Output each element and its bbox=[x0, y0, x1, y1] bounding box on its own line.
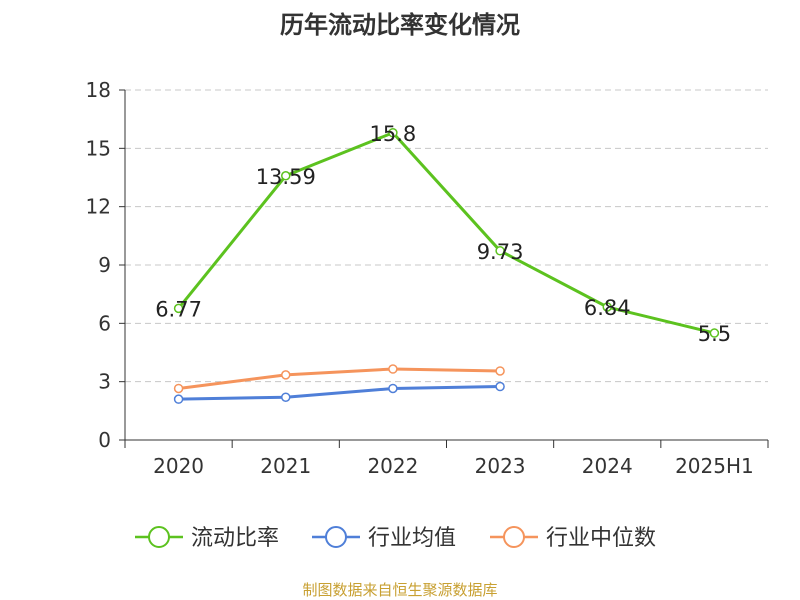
data-point bbox=[173, 303, 184, 314]
y-tick-label: 6 bbox=[98, 311, 111, 335]
series-group bbox=[173, 128, 720, 404]
data-point bbox=[281, 392, 291, 402]
data-point bbox=[495, 381, 505, 392]
series-line-2 bbox=[178, 367, 501, 390]
series-line-0 bbox=[177, 131, 715, 335]
data-point bbox=[388, 128, 398, 138]
data-label: 6.77 bbox=[155, 297, 202, 321]
data-label: 5.5 bbox=[698, 322, 731, 346]
legend: 流动比率 行业均值 行业中位数 bbox=[135, 526, 656, 551]
data-point bbox=[495, 366, 505, 376]
gridlines bbox=[125, 89, 768, 383]
x-tick-label: 2023 bbox=[475, 454, 526, 478]
legend-label: 行业均值 bbox=[368, 526, 456, 551]
data-point bbox=[388, 383, 398, 394]
y-tick-label: 0 bbox=[98, 428, 111, 452]
chart-title: 历年流动比率变化情况 bbox=[280, 11, 520, 39]
data-label: 13.59 bbox=[256, 165, 316, 189]
x-tick-label: 2025H1 bbox=[675, 454, 754, 478]
data-label: 15.8 bbox=[370, 122, 417, 146]
legend-marker bbox=[325, 526, 347, 548]
data-point bbox=[281, 171, 291, 181]
x-tick-label: 2024 bbox=[582, 454, 633, 478]
data-point bbox=[388, 364, 398, 374]
data-label: 9.73 bbox=[477, 240, 524, 264]
y-tick-label: 15 bbox=[86, 136, 111, 160]
legend-marker bbox=[148, 526, 170, 548]
legend-label: 流动比率 bbox=[191, 526, 279, 551]
data-point bbox=[602, 302, 612, 312]
axes: 0 3 6 9 12 15 18 2020 2021 2022 2023 2024 2025H1 bbox=[86, 78, 769, 478]
legend-marker bbox=[503, 526, 525, 548]
y-tick-label: 9 bbox=[98, 253, 111, 277]
legend-label: 行业中位数 bbox=[546, 526, 656, 551]
data-point bbox=[173, 383, 184, 394]
data-point bbox=[495, 246, 505, 256]
data-point bbox=[281, 370, 291, 380]
source-note: 制图数据来自恒生聚源数据库 bbox=[302, 581, 497, 599]
y-tick-label: 3 bbox=[98, 370, 111, 394]
data-labels: 6.77 13.59 15.8 9.73 6.84 5.5 bbox=[155, 122, 731, 346]
y-tick-label: 12 bbox=[86, 195, 111, 219]
y-tick-label: 18 bbox=[86, 78, 111, 102]
x-tick-label: 2022 bbox=[367, 454, 418, 478]
x-tick-label: 2021 bbox=[260, 454, 311, 478]
data-label: 6.84 bbox=[584, 296, 631, 320]
x-tick-label: 2020 bbox=[153, 454, 204, 478]
data-point bbox=[709, 328, 720, 338]
data-point bbox=[173, 394, 184, 404]
series-line-1 bbox=[178, 385, 501, 401]
